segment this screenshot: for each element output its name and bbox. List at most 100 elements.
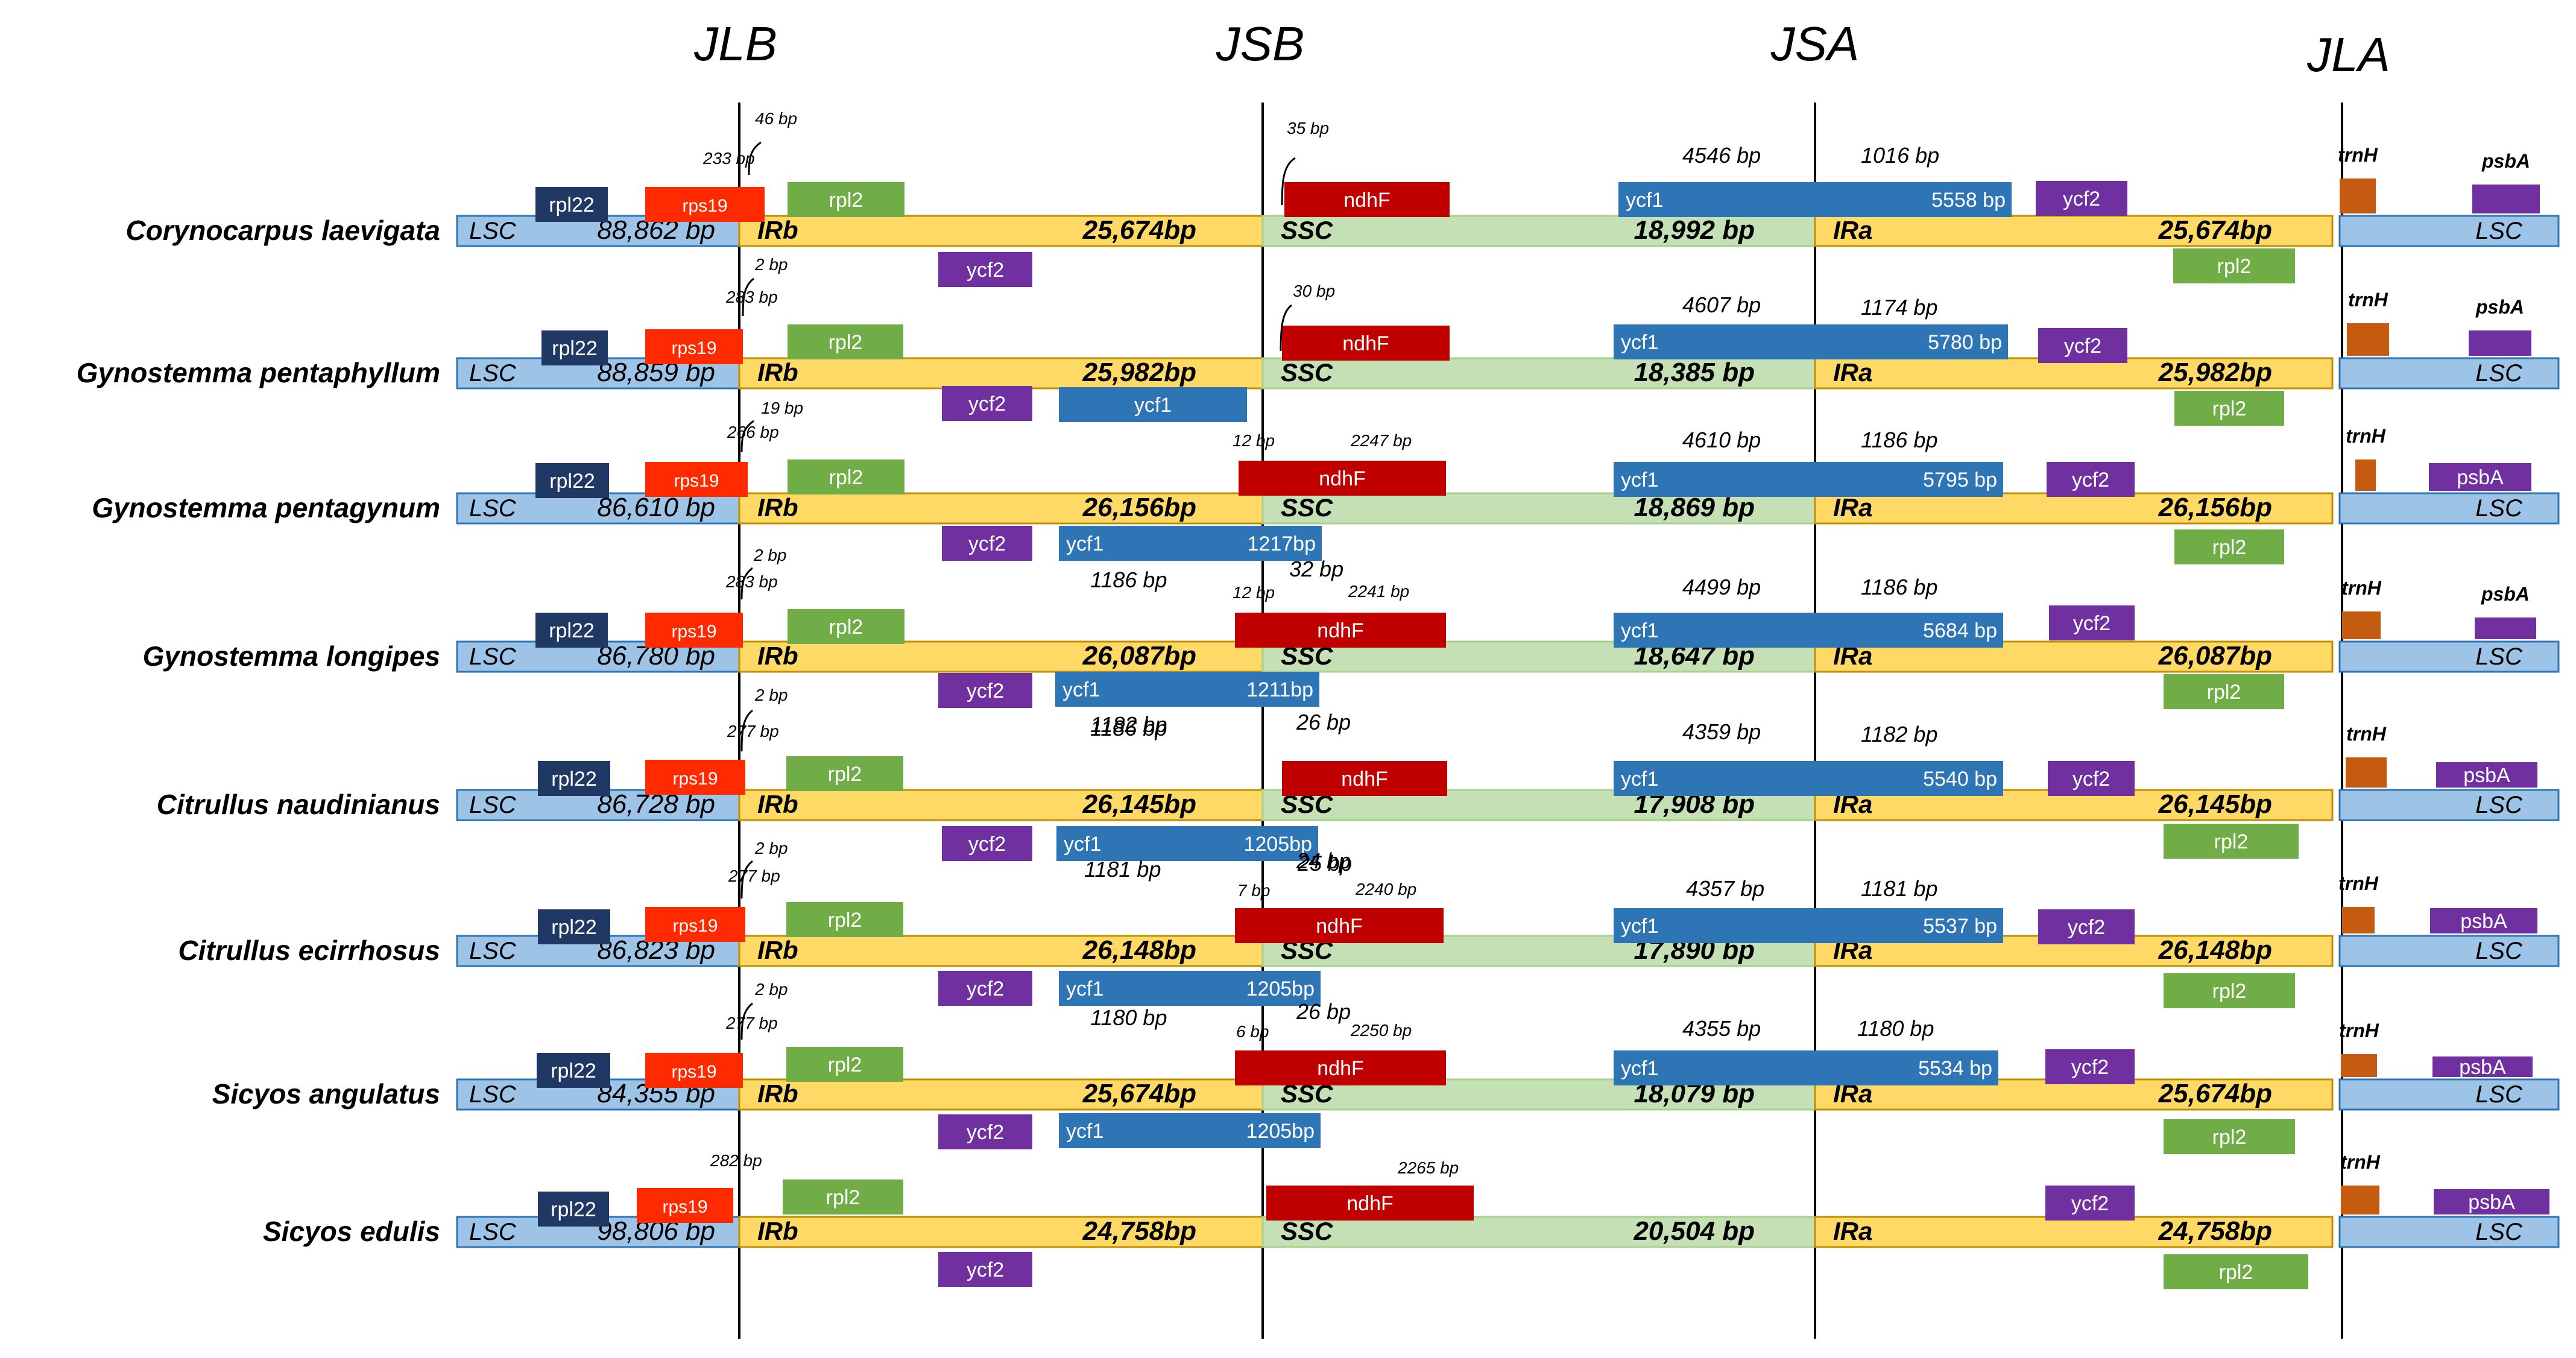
irb-length: 26,145bp — [1082, 789, 1196, 819]
gene-rpl2-top — [788, 460, 904, 494]
annotation-jlb-gap: 2 bp — [754, 980, 788, 999]
gene-ndhf — [1235, 613, 1446, 648]
irb-segment — [738, 1216, 1264, 1248]
gene-ycf2-top-label: ycf2 — [2068, 916, 2105, 939]
ssc-segment — [1261, 492, 1816, 525]
irb-label: IRb — [757, 493, 798, 522]
gene-ycf1-irb — [1059, 387, 1247, 422]
gene-trnh — [2341, 1186, 2379, 1214]
gene-rpl2-top-label: rpl2 — [829, 331, 863, 354]
gene-rpl22-label: rpl22 — [551, 768, 597, 791]
gene-rpl2-top-label: rpl2 — [826, 1186, 860, 1209]
gene-rps19 — [645, 329, 743, 364]
gene-rps19-label: rps19 — [671, 338, 716, 358]
irb-segment — [738, 1078, 1264, 1111]
lsc-label: LSC — [469, 1081, 517, 1108]
gene-rpl22 — [535, 463, 609, 498]
lsc-label: LSC — [469, 218, 517, 244]
gene-trnh-label: trnH — [2341, 577, 2382, 599]
gene-trnh — [2346, 757, 2387, 788]
gene-ycf2-top-label: ycf2 — [2072, 768, 2110, 791]
ssc-label: SSC — [1281, 1217, 1333, 1245]
gene-rpl2-bottom-label: rpl2 — [2212, 536, 2247, 559]
gene-ycf2-top-label: ycf2 — [2071, 1192, 2109, 1215]
gene-ycf1-irb-label: ycf1 — [1134, 394, 1172, 417]
gene-ycf1-length: 5558 bp — [1931, 189, 2006, 212]
gene-ycf1-irb-label: ycf1 — [1066, 1120, 1103, 1143]
annotation-jlb-gap: 2 bp — [754, 686, 788, 704]
lsc-right-label: LSC — [2475, 1081, 2523, 1108]
species-row: Gynostemma pentaphyllum LSC 88,859 bp IRb 25… — [77, 255, 2560, 426]
ssc-length: 18,992 bp — [1634, 215, 1755, 245]
gene-ycf1-irb — [1059, 971, 1321, 1006]
gene-ycf1-length: 5684 bp — [1923, 619, 1997, 642]
annotation-ycf1-irb: 1181 bp — [1084, 857, 1161, 882]
gene-rpl2-bottom — [2164, 674, 2284, 709]
gene-rpl2-top — [788, 182, 904, 217]
gene-ycf1-irb-label: ycf1 — [1066, 977, 1103, 1000]
gene-ycf1-irb-length: 1205bp — [1246, 1120, 1315, 1143]
gene-rpl22 — [538, 1192, 609, 1227]
ira-length: 25,674bp — [2158, 215, 2272, 245]
irb-label: IRb — [757, 1217, 798, 1245]
gene-ycf2-bottom-label: ycf2 — [968, 532, 1006, 555]
gene-ndhf-label: ndhF — [1319, 467, 1366, 490]
irb-length: 25,982bp — [1082, 358, 1196, 387]
irb-segment — [738, 492, 1264, 525]
gene-ycf1-length: 5537 bp — [1923, 915, 1997, 938]
annotation-ycf1-irb: 1180 bp — [1090, 1005, 1167, 1030]
ira-length: 24,758bp — [2158, 1216, 2272, 1246]
annotation-ndhf-irb: 6 bp — [1236, 1022, 1269, 1041]
gap-pointer — [742, 277, 754, 317]
gene-ndhf — [1282, 326, 1450, 361]
gene-rps19-label: rps19 — [672, 916, 718, 936]
gene-rps19-label: rps19 — [671, 622, 716, 642]
gene-rpl2-top-label: rpl2 — [828, 1053, 862, 1076]
ira-length: 25,982bp — [2158, 358, 2272, 387]
gene-ndhf-label: ndhF — [1316, 915, 1363, 938]
gene-rpl22-label: rpl22 — [551, 1060, 596, 1082]
gene-rpl2-bottom — [2164, 973, 2295, 1008]
gene-ycf2-bottom — [942, 826, 1032, 861]
junction-lines — [738, 103, 2343, 1339]
annotation-ycf1-ira: 1186 bp — [1861, 575, 1937, 599]
gene-psba — [2472, 185, 2540, 213]
gene-ycf2-top — [2049, 605, 2135, 640]
gene-ycf1-label: ycf1 — [1621, 619, 1658, 642]
lsc-right-label: LSC — [2475, 218, 2523, 244]
gene-trnh-label: trnH — [2339, 1020, 2379, 1041]
lsc-right-label: LSC — [2475, 792, 2523, 818]
gene-ndhf — [1235, 908, 1444, 943]
junction-labels: JLB JSB JSA JLA — [693, 17, 2390, 81]
gene-ycf1 — [1614, 1050, 1998, 1085]
gene-psba-label: psbA — [2481, 583, 2530, 605]
gene-ycf2-bottom — [938, 1252, 1032, 1287]
gene-ycf2-bottom-label: ycf2 — [968, 833, 1006, 856]
annotation-jsb-below: 32 bp — [1289, 557, 1343, 581]
gene-ycf1-length: 5534 bp — [1918, 1057, 1992, 1080]
gene-psba — [2475, 617, 2536, 639]
gene-rps19-label: rps19 — [682, 196, 727, 216]
ssc-label: SSC — [1281, 358, 1333, 387]
gene-rpl22-label: rpl22 — [549, 619, 595, 642]
gene-rpl22 — [537, 1053, 610, 1088]
gene-rpl22 — [535, 613, 608, 648]
ssc-label: SSC — [1281, 216, 1333, 244]
ira-length: 25,674bp — [2158, 1079, 2272, 1108]
gene-ndhf — [1235, 1050, 1446, 1085]
gene-ycf2-top — [2047, 462, 2135, 497]
ssc-segment — [1261, 215, 1816, 247]
irb-segment — [738, 640, 1264, 673]
gene-ycf1-label: ycf1 — [1621, 1057, 1658, 1080]
lsc-right-segment — [2338, 640, 2560, 673]
annotation-ycf1-ira: 1016 bp — [1861, 143, 1939, 168]
gene-rpl2-bottom-label: rpl2 — [2217, 255, 2252, 278]
gene-ycf2-top — [2038, 328, 2127, 363]
annotation-jlb-gap: 46 bp — [755, 109, 797, 128]
ssc-segment — [1261, 357, 1816, 390]
gene-ycf1-length: 5540 bp — [1923, 768, 1997, 791]
gene-psba-label: psbA — [2459, 1056, 2506, 1079]
gene-rpl2-top — [786, 902, 903, 937]
annotation-rps19-bp: 233 bp — [702, 149, 755, 168]
annotation-rps19-bp: 282 bp — [710, 1151, 762, 1170]
